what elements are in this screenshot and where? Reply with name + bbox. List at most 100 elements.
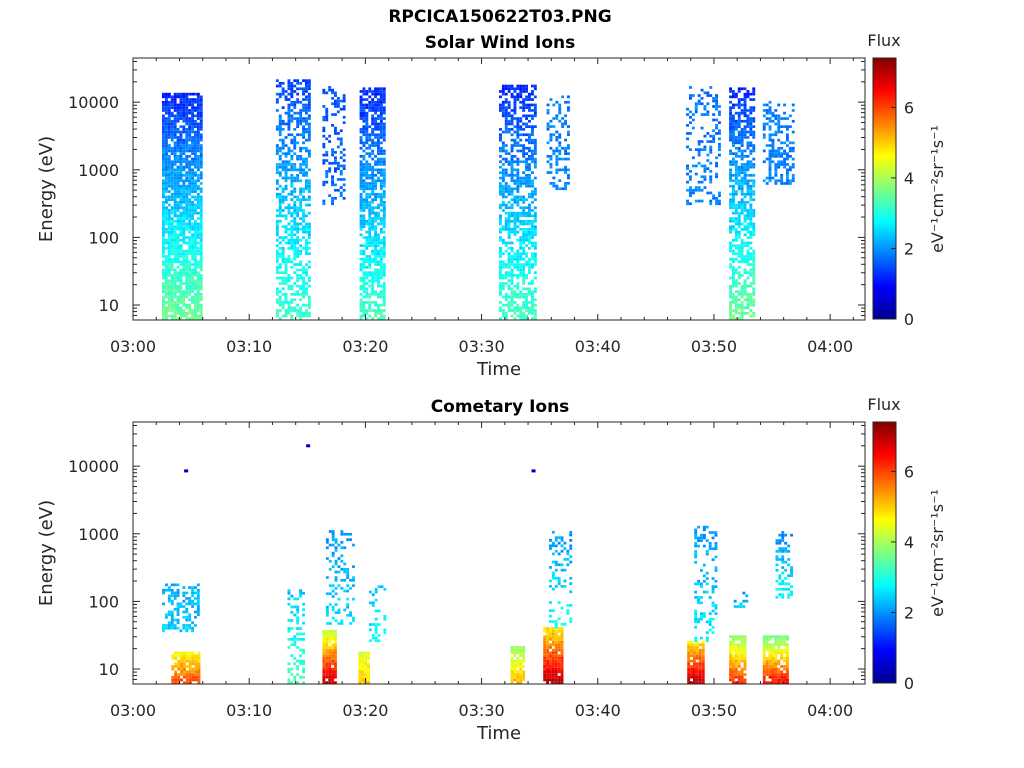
spectrogram-cell: [752, 311, 756, 315]
spectrogram-cell: [199, 190, 203, 193]
spectrogram-cell: [510, 203, 514, 207]
spectrogram-cell: [371, 604, 375, 607]
spectrogram-cell: [549, 119, 553, 123]
spectrogram-cell: [377, 244, 380, 247]
spectrogram-cell: [299, 627, 303, 630]
spectrogram-cell: [334, 681, 337, 684]
spectrogram-cell: [185, 225, 189, 228]
spectrogram-cell: [302, 136, 305, 139]
spectrogram-cell: [501, 100, 505, 104]
spectrogram-cell: [188, 174, 192, 177]
spectrogram-cell: [162, 122, 165, 126]
spectrogram-cell: [275, 271, 279, 274]
spectrogram-cell: [715, 156, 718, 160]
spectrogram-cell: [715, 94, 718, 97]
spectrogram-cell: [302, 130, 305, 134]
spectrogram-cell: [194, 610, 197, 614]
spectrogram-cell: [281, 144, 285, 147]
spectrogram-cell: [752, 260, 756, 264]
spectrogram-cell: [359, 249, 363, 253]
spectrogram-cell: [191, 114, 194, 118]
spectrogram-cell: [554, 646, 558, 649]
spectrogram-cell: [165, 626, 168, 630]
spectrogram-cell: [569, 555, 573, 558]
spectrogram-cell: [504, 160, 508, 164]
spectrogram-cell: [737, 306, 741, 310]
spectrogram-cell: [179, 247, 183, 250]
spectrogram-cell: [194, 616, 197, 619]
spectrogram-cell: [331, 535, 335, 539]
spectrogram-cell: [499, 128, 502, 131]
spectrogram-cell: [284, 230, 288, 234]
spectrogram-cell: [296, 238, 300, 242]
spectrogram-cell: [374, 192, 377, 196]
spectrogram-cell: [170, 306, 174, 310]
spectrogram-cell: [334, 578, 338, 582]
spectrogram-cell: [368, 623, 372, 626]
spectrogram-cell: [296, 122, 300, 126]
spectrogram-cell: [560, 568, 564, 572]
spectrogram-cell: [170, 100, 174, 104]
spectrogram-cell: [278, 155, 282, 158]
spectrogram-cell: [173, 92, 177, 96]
spectrogram-cell: [176, 203, 180, 207]
spectrogram-cell: [752, 222, 756, 226]
spectrogram-cell: [743, 209, 747, 212]
spectrogram-cell: [374, 274, 377, 277]
spectrogram-cell: [359, 130, 363, 134]
spectrogram-cell: [362, 214, 366, 218]
spectrogram-cell: [325, 646, 329, 649]
spectrogram-cell: [296, 605, 300, 609]
spectrogram-cell: [287, 306, 291, 310]
spectrogram-cell: [507, 219, 511, 223]
spectrogram-cell: [296, 174, 300, 177]
spectrogram-cell: [528, 92, 531, 96]
spectrogram-cell: [691, 118, 695, 122]
spectrogram-cell: [364, 675, 368, 679]
spectrogram-cell: [551, 632, 555, 636]
spectrogram-cell: [554, 539, 558, 542]
spectrogram-cell: [564, 114, 567, 118]
spectrogram-cell: [196, 295, 200, 299]
spectrogram-cell: [382, 136, 386, 139]
spectrogram-cell: [749, 198, 753, 201]
spectrogram-cell: [284, 174, 288, 177]
spectrogram-cell: [507, 114, 511, 118]
spectrogram-cell: [340, 587, 344, 590]
spectrogram-cell: [287, 87, 291, 91]
spectrogram-cell: [689, 191, 692, 195]
spectrogram-cell: [188, 100, 192, 104]
spectrogram-cell: [162, 260, 165, 264]
spectrogram-cell: [188, 228, 192, 231]
spectrogram-cell: [325, 632, 329, 636]
spectrogram-cell: [752, 146, 756, 150]
spectrogram-cell: [361, 662, 365, 666]
spectrogram-cell: [507, 111, 511, 115]
spectrogram-cell: [179, 130, 183, 134]
spectrogram-cell: [501, 106, 505, 109]
spectrogram-cell: [162, 130, 165, 134]
spectrogram-cell: [510, 84, 514, 88]
spectrogram-cell: [700, 113, 704, 116]
spectrogram-cell: [501, 92, 505, 96]
spectrogram-cell: [531, 157, 534, 161]
spectrogram-cell: [278, 130, 282, 134]
spectrogram-cell: [188, 225, 192, 228]
spectrogram-cell: [501, 84, 505, 88]
spectrogram-cell: [525, 84, 528, 88]
spectrogram-cell: [325, 681, 329, 684]
spectrogram-cell: [299, 109, 303, 112]
spectrogram-cell: [197, 657, 201, 660]
spectrogram-cell: [328, 592, 332, 596]
spectrogram-cell: [740, 198, 744, 201]
spectrogram-cell: [196, 95, 200, 99]
spectrogram-cell: [528, 247, 531, 250]
spectrogram-cell: [531, 228, 534, 231]
spectrogram-cell: [516, 184, 520, 188]
spectrogram-cell: [191, 157, 194, 161]
spectrogram-cell: [377, 309, 380, 312]
spectrogram-cell: [362, 111, 366, 115]
spectrogram-cell: [275, 255, 279, 258]
spectrogram-cell: [743, 201, 747, 204]
spectrogram-cell: [686, 199, 689, 203]
